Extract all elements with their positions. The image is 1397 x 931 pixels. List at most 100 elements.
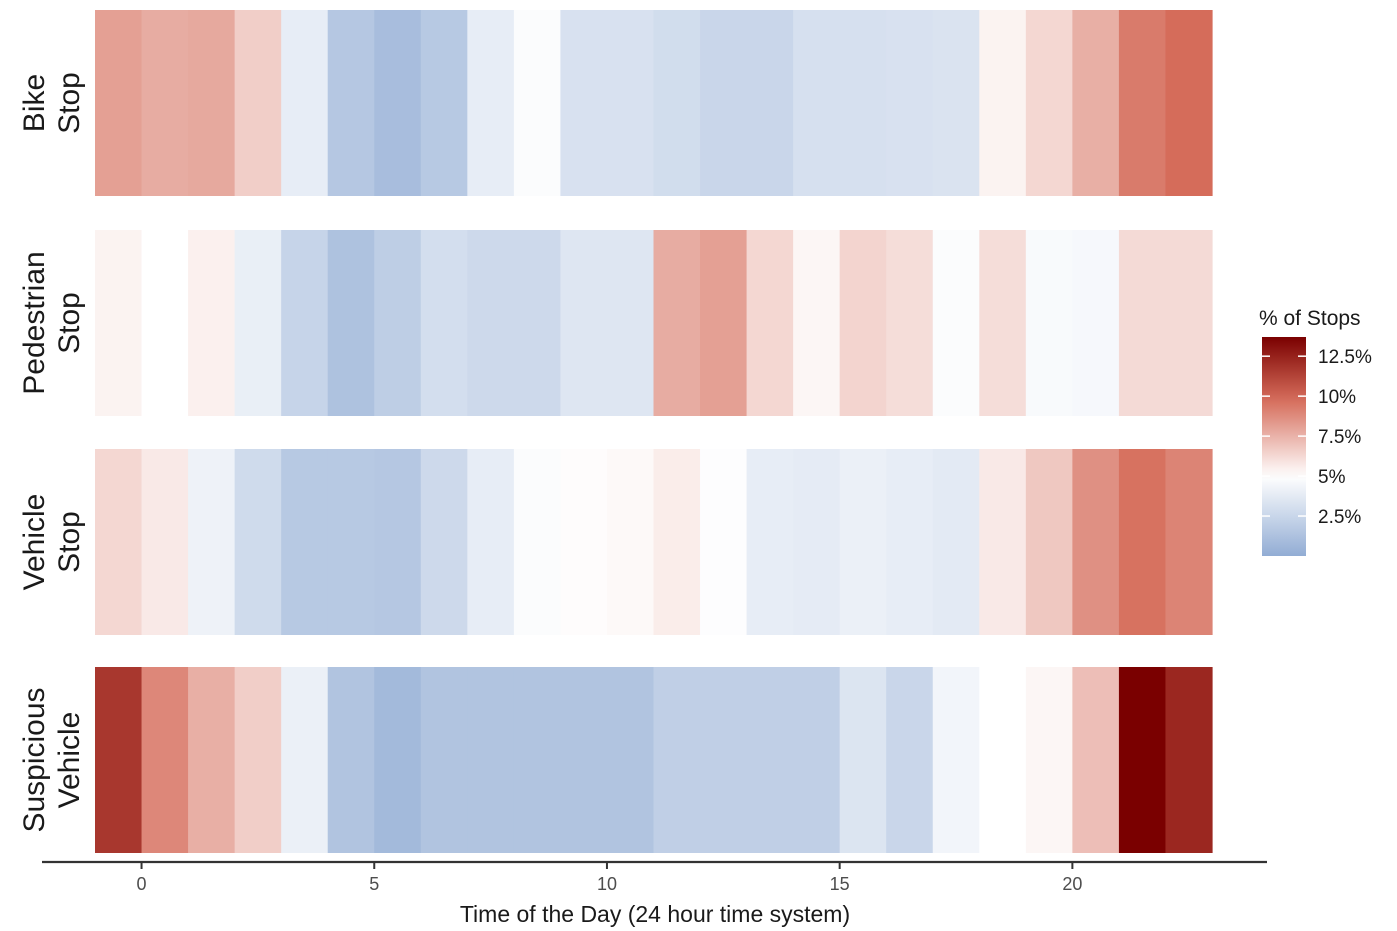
heatmap-tile <box>793 667 841 853</box>
x-tick-label: 15 <box>830 874 850 894</box>
heatmap-tile <box>513 10 562 196</box>
heatmap-tile <box>606 449 655 635</box>
heatmap-tile <box>886 667 934 853</box>
heatmap-tile <box>188 230 236 416</box>
heatmap-tile <box>420 230 468 416</box>
heatmap-tiles <box>95 10 1213 853</box>
heatmap-tile <box>793 10 841 196</box>
heatmap-tile <box>141 10 189 196</box>
legend-title: % of Stops <box>1259 307 1361 330</box>
legend: % of Stops 12.5% 10% 7.5% 5% 2.5% <box>1259 307 1372 556</box>
heatmap-tile <box>979 230 1027 416</box>
facet-label-line: Stop <box>53 292 86 354</box>
heatmap-tile <box>234 230 282 416</box>
heatmap-tile <box>839 667 887 853</box>
heatmap-tile <box>560 449 608 635</box>
heatmap-tile <box>1025 10 1073 196</box>
heatmap-tile <box>1072 10 1120 196</box>
heatmap-tile <box>327 230 375 416</box>
x-tick-label: 10 <box>597 874 617 894</box>
heatmap-tile <box>979 667 1027 853</box>
heatmap-tile <box>374 10 422 196</box>
heatmap-tile <box>281 667 329 853</box>
legend-label: 7.5% <box>1318 427 1361 448</box>
heatmap-tile <box>188 10 236 196</box>
heatmap-tile <box>746 230 794 416</box>
heatmap-tile <box>700 10 748 196</box>
heatmap-tile <box>700 230 748 416</box>
heatmap-tile <box>188 667 236 853</box>
heatmap-tile <box>793 449 841 635</box>
heatmap-tile <box>1025 230 1073 416</box>
heatmap-tile <box>141 667 189 853</box>
facet-label-line: Vehicle <box>53 712 86 809</box>
x-tick-label: 0 <box>137 874 147 894</box>
heatmap-tile <box>420 10 468 196</box>
facet-label-line: Suspicious <box>18 687 51 832</box>
heatmap-tile <box>1072 230 1120 416</box>
heatmap-tile <box>700 449 748 635</box>
heatmap-tile <box>560 667 608 853</box>
heatmap-tile <box>374 667 422 853</box>
heatmap-tile <box>746 667 794 853</box>
heatmap-tile <box>327 667 375 853</box>
heatmap-tile <box>467 230 515 416</box>
facet-label-line: Vehicle <box>18 494 51 591</box>
heatmap-tile <box>513 230 562 416</box>
heatmap-tile <box>653 230 701 416</box>
facet-label-line: Stop <box>53 72 86 134</box>
facet-label-line: Bike <box>18 74 51 132</box>
heatmap-tile <box>1118 667 1167 853</box>
heatmap-tile <box>700 667 748 853</box>
heatmap-tile <box>374 449 422 635</box>
heatmap-tile <box>932 667 980 853</box>
heatmap-tile <box>467 449 515 635</box>
legend-label: 12.5% <box>1318 347 1372 368</box>
heatmap-tile <box>932 230 980 416</box>
heatmap-tile <box>560 230 608 416</box>
heatmap-tile <box>606 667 655 853</box>
facet-label-line: Stop <box>53 511 86 573</box>
heatmap-tile <box>1165 667 1213 853</box>
heatmap-tile <box>839 449 887 635</box>
heatmap-tile <box>95 449 143 635</box>
heatmap-tile <box>932 10 980 196</box>
heatmap-tile <box>886 449 934 635</box>
heatmap-tile <box>1165 449 1213 635</box>
heatmap-tile <box>1025 449 1073 635</box>
heatmap-tile <box>513 449 562 635</box>
heatmap-tile <box>560 10 608 196</box>
heatmap-tile <box>374 230 422 416</box>
heatmap-tile <box>886 10 934 196</box>
heatmap-tile <box>234 449 282 635</box>
heatmap-tile <box>95 10 143 196</box>
heatmap-tile <box>513 667 562 853</box>
heatmap-tile <box>1072 667 1120 853</box>
facet-label-line: Pedestrian <box>18 251 51 394</box>
x-tick-label: 20 <box>1062 874 1082 894</box>
heatmap-tile <box>1072 449 1120 635</box>
heatmap-tile <box>327 10 375 196</box>
heatmap-tile <box>420 449 468 635</box>
heatmap-tile <box>141 230 189 416</box>
heatmap-tile <box>420 667 468 853</box>
heatmap-tile <box>606 10 655 196</box>
heatmap-tile <box>234 667 282 853</box>
heatmap-tile <box>979 10 1027 196</box>
heatmap-tile <box>606 230 655 416</box>
heatmap-tile <box>281 449 329 635</box>
heatmap-tile <box>839 10 887 196</box>
legend-label: 2.5% <box>1318 507 1361 528</box>
heatmap-tile <box>467 667 515 853</box>
heatmap-tile <box>141 449 189 635</box>
x-axis-ticks: 0 5 10 15 20 <box>137 862 1082 894</box>
heatmap-tile <box>1165 230 1213 416</box>
heatmap-tile <box>1165 10 1213 196</box>
heatmap-tile <box>653 667 701 853</box>
heatmap-tile <box>95 230 143 416</box>
heatmap-tile <box>886 230 934 416</box>
heatmap-tile <box>281 10 329 196</box>
heatmap-tile <box>234 10 282 196</box>
heatmap-tile <box>653 449 701 635</box>
